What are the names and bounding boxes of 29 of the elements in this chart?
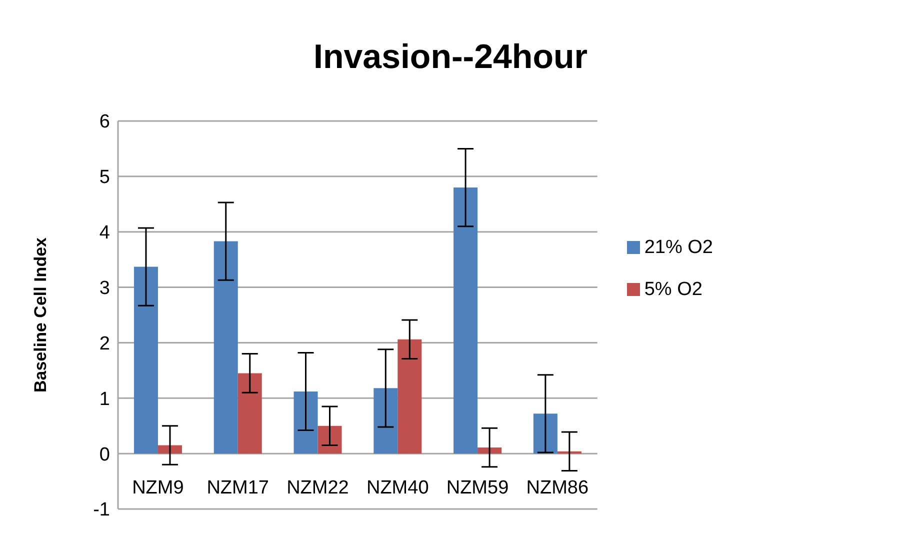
x-tick-label: NZM22 [286,477,349,498]
y-tick-label: 4 [99,222,110,244]
chart-title: Invasion--24hour [312,38,588,77]
x-tick-label: NZM59 [446,477,509,498]
y-tick-label: 2 [99,333,110,354]
bar [294,391,318,454]
bar [374,388,398,454]
x-tick-label: NZM9 [132,477,184,498]
legend-label: 5% O2 [644,278,702,300]
bar [238,373,262,454]
y-tick-label: -1 [93,500,110,521]
x-tick-label: NZM86 [526,477,589,498]
bar [533,414,558,454]
x-tick-label: NZM40 [366,477,429,498]
y-tick-label: 5 [99,167,110,188]
x-tick-label: NZM17 [206,477,269,498]
bar [214,241,238,454]
bar [318,426,342,454]
y-tick-label: 0 [99,444,110,466]
bar [478,447,502,454]
bar [158,445,182,454]
y-tick-label: 1 [99,388,110,410]
legend-label: 21% O2 [644,236,713,258]
bar [398,339,422,454]
bar [134,266,158,454]
y-tick-label: 6 [99,112,110,133]
y-axis-title: Baseline Cell Index [31,236,50,392]
y-tick-label: 3 [99,278,110,300]
bar [454,188,478,454]
